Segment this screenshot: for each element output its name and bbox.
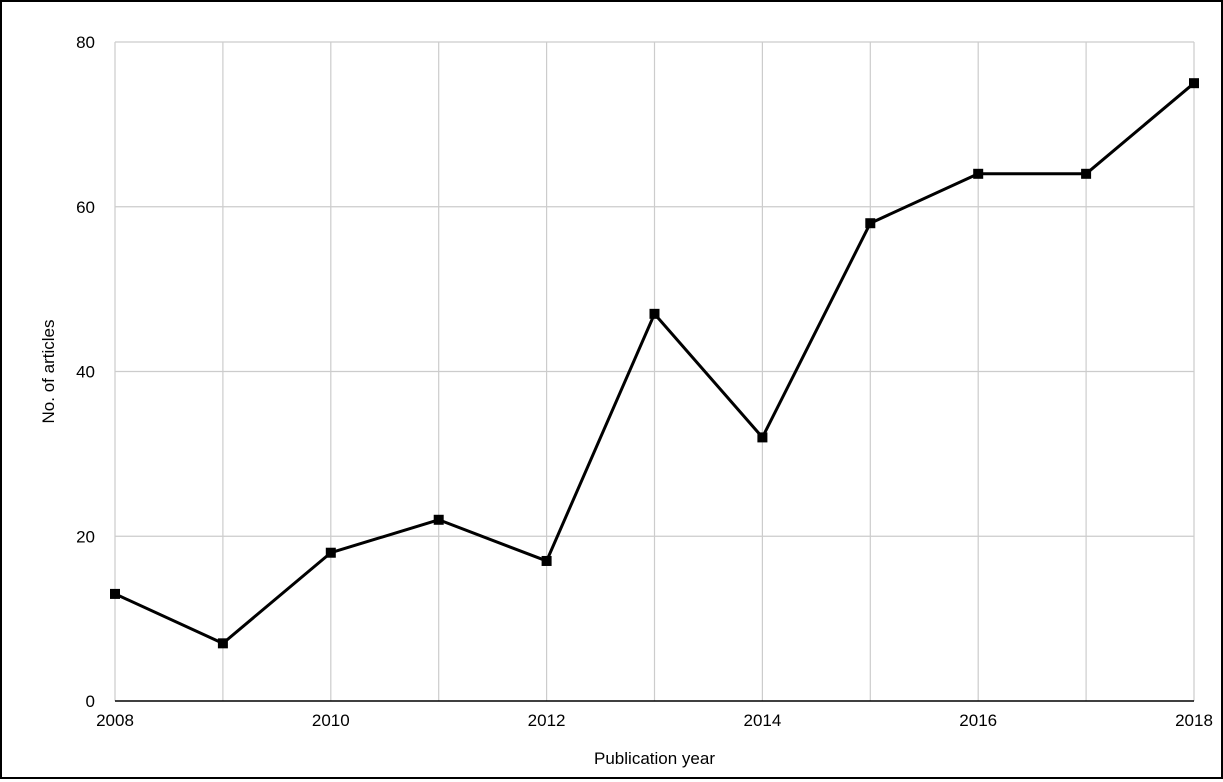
data-point-marker xyxy=(865,218,876,229)
y-tick-label: 0 xyxy=(86,692,95,711)
data-point-marker xyxy=(541,555,552,566)
x-tick-label: 2010 xyxy=(312,711,350,730)
data-point-marker xyxy=(433,514,444,525)
grid-layer xyxy=(114,41,1195,701)
data-point-marker xyxy=(110,588,120,599)
data-point-marker xyxy=(757,432,768,443)
x-tick-label: 2008 xyxy=(96,711,134,730)
y-axis-title: No. of articles xyxy=(39,320,58,424)
data-point-marker xyxy=(217,638,228,649)
data-point-marker xyxy=(649,308,660,319)
data-point-marker xyxy=(1189,78,1199,89)
y-tick-label: 80 xyxy=(76,33,95,52)
data-point-marker xyxy=(1081,168,1092,179)
x-axis-title: Publication year xyxy=(594,749,715,768)
x-tick-label: 2014 xyxy=(743,711,781,730)
label-layer: 0 20 40 60 80 2008 2010 2012 2014 2016 2018 xyxy=(76,33,1213,730)
x-tick-label: 2012 xyxy=(528,711,566,730)
y-tick-label: 20 xyxy=(76,527,95,546)
data-point-marker xyxy=(325,547,336,558)
data-point-marker xyxy=(973,168,984,179)
x-tick-label: 2016 xyxy=(959,711,997,730)
y-tick-label: 60 xyxy=(76,198,95,217)
x-tick-label: 2018 xyxy=(1175,711,1213,730)
series-layer xyxy=(110,78,1199,649)
y-tick-label: 40 xyxy=(76,363,95,382)
